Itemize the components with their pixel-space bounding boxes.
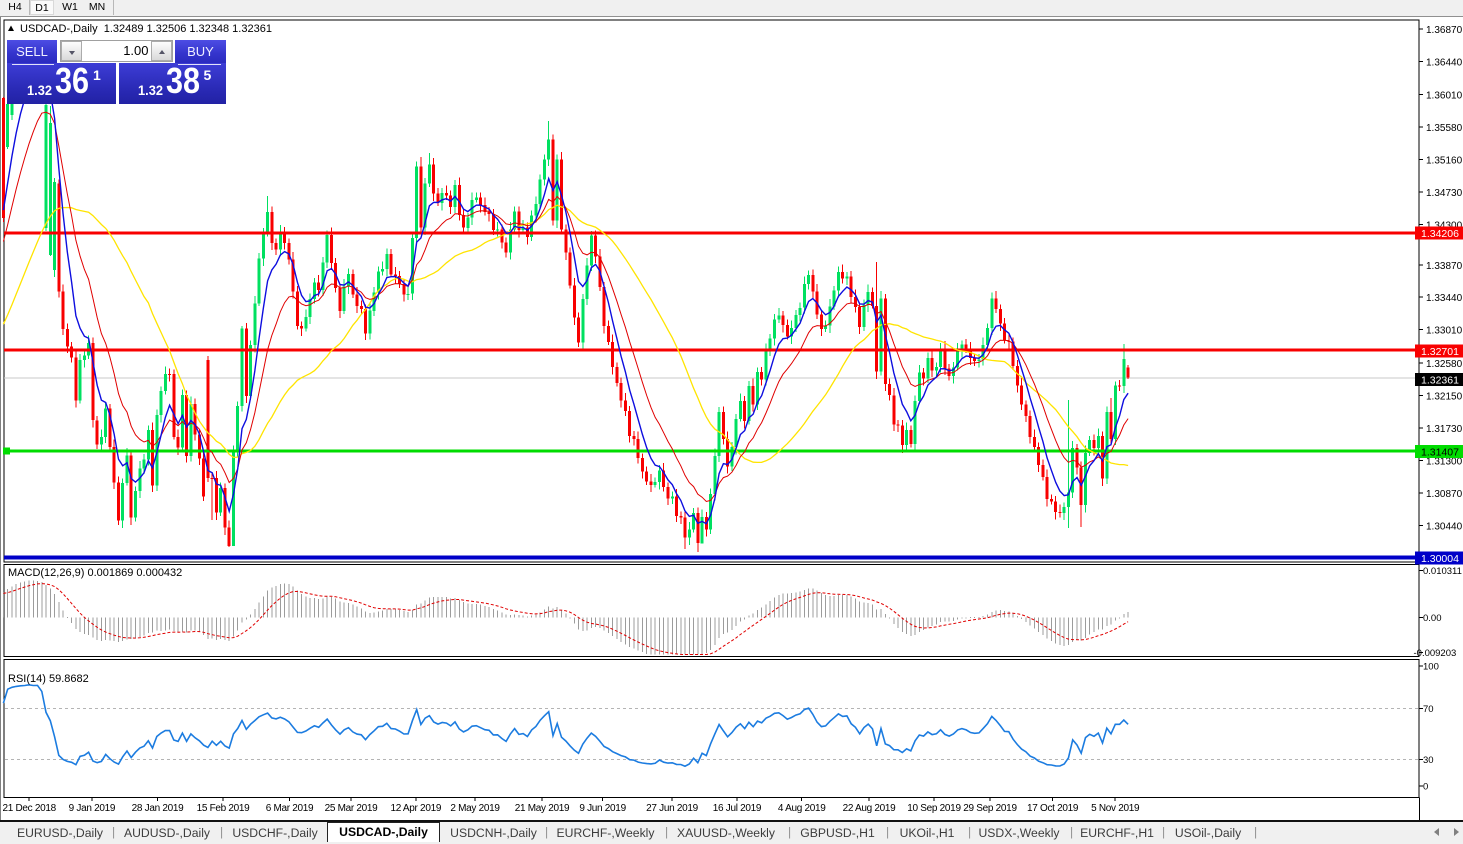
svg-text:0: 0 — [1423, 782, 1428, 793]
svg-text:25 Mar 2019: 25 Mar 2019 — [325, 803, 379, 814]
svg-text:1.34730: 1.34730 — [1426, 188, 1463, 199]
svg-text:1.30870: 1.30870 — [1426, 489, 1463, 500]
svg-text:1.31730: 1.31730 — [1426, 424, 1463, 435]
svg-text:2 May 2019: 2 May 2019 — [450, 803, 500, 814]
svg-text:1.33010: 1.33010 — [1426, 326, 1463, 337]
svg-text:MACD(12,26,9) 0.001869 0.00043: MACD(12,26,9) 0.001869 0.000432 — [8, 567, 182, 579]
svg-text:1.33870: 1.33870 — [1426, 261, 1463, 272]
svg-text:1.36870: 1.36870 — [1426, 25, 1463, 36]
svg-text:-0.009203: -0.009203 — [1414, 648, 1457, 659]
svg-text:30: 30 — [1423, 755, 1434, 766]
svg-text:29 Sep 2019: 29 Sep 2019 — [963, 803, 1017, 814]
svg-text:1.32701: 1.32701 — [1421, 346, 1459, 358]
svg-text:28 Jan 2019: 28 Jan 2019 — [132, 803, 184, 814]
svg-text:10 Sep 2019: 10 Sep 2019 — [907, 803, 961, 814]
svg-text:27 Jun 2019: 27 Jun 2019 — [646, 803, 698, 814]
svg-text:1.34300: 1.34300 — [1426, 221, 1463, 232]
svg-text:9 Jan 2019: 9 Jan 2019 — [69, 803, 116, 814]
svg-text:17 Oct 2019: 17 Oct 2019 — [1027, 803, 1079, 814]
svg-text:1.32150: 1.32150 — [1426, 391, 1463, 402]
svg-text:1.32580: 1.32580 — [1426, 359, 1463, 370]
svg-text:1.33440: 1.33440 — [1426, 293, 1463, 304]
svg-text:6 Mar 2019: 6 Mar 2019 — [266, 803, 314, 814]
svg-text:16 Jul 2019: 16 Jul 2019 — [713, 803, 762, 814]
svg-text:21 Dec 2018: 21 Dec 2018 — [2, 803, 56, 814]
svg-text:21 May 2019: 21 May 2019 — [515, 803, 570, 814]
svg-text:1.36010: 1.36010 — [1426, 90, 1463, 101]
svg-text:1.30004: 1.30004 — [1421, 553, 1459, 565]
svg-text:1.35160: 1.35160 — [1426, 155, 1463, 166]
svg-text:12 Apr 2019: 12 Apr 2019 — [390, 803, 441, 814]
svg-text:1.31300: 1.31300 — [1426, 457, 1463, 468]
svg-text:9 Jun 2019: 9 Jun 2019 — [579, 803, 626, 814]
svg-text:1.32361: 1.32361 — [1421, 375, 1459, 387]
svg-text:1.30440: 1.30440 — [1426, 522, 1463, 533]
svg-text:1.31407: 1.31407 — [1421, 447, 1459, 459]
svg-text:0.00: 0.00 — [1423, 613, 1442, 624]
svg-text:4 Aug 2019: 4 Aug 2019 — [778, 803, 826, 814]
svg-text:0.010311: 0.010311 — [1423, 566, 1462, 577]
svg-text:USDCAD-,Daily 1.32489 1.32506: USDCAD-,Daily 1.32489 1.32506 1.32348 1.… — [20, 23, 272, 35]
svg-text:22 Aug 2019: 22 Aug 2019 — [843, 803, 897, 814]
svg-text:5 Nov 2019: 5 Nov 2019 — [1091, 803, 1140, 814]
svg-text:1.36440: 1.36440 — [1426, 58, 1463, 69]
svg-text:15 Feb 2019: 15 Feb 2019 — [197, 803, 251, 814]
svg-text:1.35580: 1.35580 — [1426, 123, 1463, 134]
svg-text:1.34206: 1.34206 — [1421, 228, 1459, 240]
svg-text:70: 70 — [1423, 704, 1434, 715]
svg-text:100: 100 — [1423, 662, 1439, 673]
svg-text:RSI(14) 59.8682: RSI(14) 59.8682 — [8, 673, 89, 685]
